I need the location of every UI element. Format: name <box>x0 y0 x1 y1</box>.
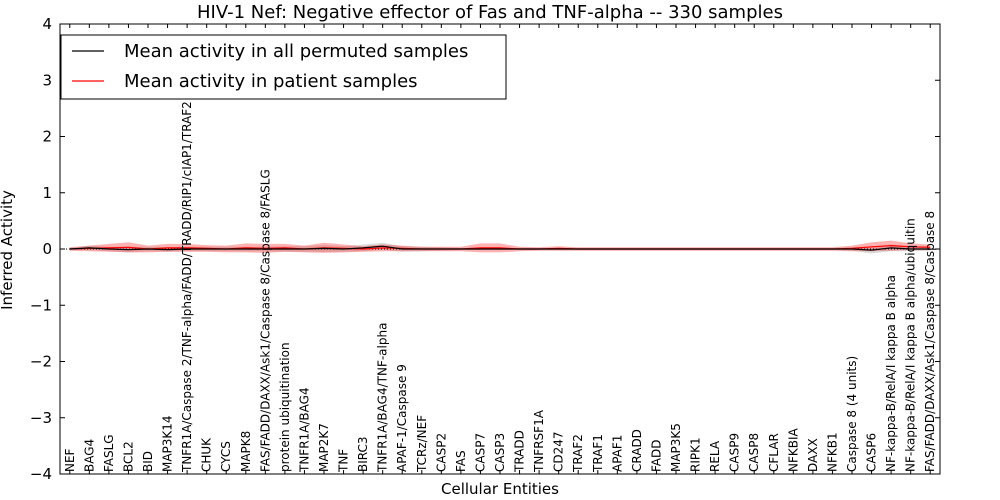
y-tick-label: 0 <box>42 240 52 258</box>
series-lines <box>69 244 931 251</box>
category-label: FAS/FADD/DAXX/Ask1/Caspase 8/Caspase 8 <box>923 211 937 472</box>
confidence-bands <box>69 240 931 254</box>
category-label: BAG4 <box>82 439 96 472</box>
category-label: Caspase 8 (4 units) <box>845 356 859 472</box>
chart-title: HIV-1 Nef: Negative effector of Fas and … <box>197 2 783 23</box>
category-label: MAP3K5 <box>669 423 683 472</box>
y-tick-label: −4 <box>30 465 52 483</box>
category-label: CASP9 <box>728 433 742 472</box>
category-label: BIRC3 <box>356 436 370 472</box>
y-tick-label: 3 <box>42 71 52 89</box>
category-label: NF-kappa-B/RelA/I kappa B alpha/ubiquiti… <box>904 218 918 472</box>
category-label: MAP2K7 <box>317 423 331 472</box>
category-label: RELA <box>708 440 722 472</box>
legend-label-0: Mean activity in all permuted samples <box>124 41 468 62</box>
y-tick-label: 1 <box>42 184 52 202</box>
category-label: NEF <box>63 448 77 472</box>
legend-label-1: Mean activity in patient samples <box>124 71 418 92</box>
category-label: TRAF1 <box>591 434 605 473</box>
series-line-0 <box>69 245 931 251</box>
category-label: TNF <box>337 449 351 473</box>
x-axis-label: Cellular Entities <box>441 480 559 498</box>
legend: Mean activity in all permuted samples Mea… <box>60 34 507 100</box>
category-label: TNFR1A/Caspase 2/TNF-alpha/FADD/TRADD/RI… <box>180 101 194 473</box>
band-series-1 <box>69 240 931 253</box>
category-label: CASP7 <box>473 433 487 472</box>
category-label: CFLAR <box>767 433 781 472</box>
category-label: TNFRSF1A <box>532 409 546 473</box>
category-label: CYCS <box>219 441 233 472</box>
y-tick-label: −1 <box>30 296 52 314</box>
category-label: FAS/FADD/DAXX/Ask1/Caspase 8/Caspase 8/F… <box>258 169 272 472</box>
x-axis-ticks: NEF BAG4 FASLG BCL2 BID MAP3K14 TNFR1A/Caspase… <box>63 24 937 474</box>
category-label: TCRz/NEF <box>415 415 429 473</box>
category-label: RIPK1 <box>689 437 703 472</box>
category-label: CD247 <box>552 431 566 472</box>
category-label: FASLG <box>102 434 116 472</box>
category-label: NF-kappa-B/RelA/I kappa B alpha <box>884 275 898 472</box>
category-label: MAPK8 <box>239 431 253 472</box>
category-label: CASP2 <box>434 433 448 472</box>
category-label: APAF-1/Caspase 9 <box>395 364 409 472</box>
category-label: TRADD <box>513 430 527 473</box>
category-label: APAF1 <box>610 435 624 472</box>
category-label: CHUK <box>200 437 214 472</box>
category-label: FAS <box>454 450 468 472</box>
y-tick-label: −2 <box>30 353 52 371</box>
category-label: MAP3K14 <box>161 415 175 472</box>
category-label: TRAF2 <box>571 434 585 473</box>
category-label: CASP8 <box>747 433 761 472</box>
category-label: DAXX <box>806 438 820 472</box>
category-label: TNFR1A/BAG4/TNF-alpha <box>376 323 390 473</box>
category-label: NFKB1 <box>825 432 839 472</box>
y-axis-ticks: −4 −3 −2 −1 0 1 2 3 4 <box>30 15 940 483</box>
category-label: CASP3 <box>493 433 507 472</box>
category-label: BCL2 <box>121 441 135 472</box>
category-label: FADD <box>649 440 663 473</box>
category-label: CRADD <box>630 429 644 472</box>
y-tick-label: −3 <box>30 409 52 427</box>
category-label: CASP6 <box>865 433 879 472</box>
y-tick-label: 2 <box>42 128 52 146</box>
category-label: TNFR1A/BAG4 <box>297 387 311 473</box>
legend-box <box>60 34 507 100</box>
category-label: NFKBIA <box>786 427 800 472</box>
category-label: protein ubiquitination <box>278 342 292 472</box>
category-label: BID <box>141 451 155 472</box>
y-tick-label: 4 <box>42 15 52 33</box>
y-axis-label: Inferred Activity <box>0 190 16 310</box>
